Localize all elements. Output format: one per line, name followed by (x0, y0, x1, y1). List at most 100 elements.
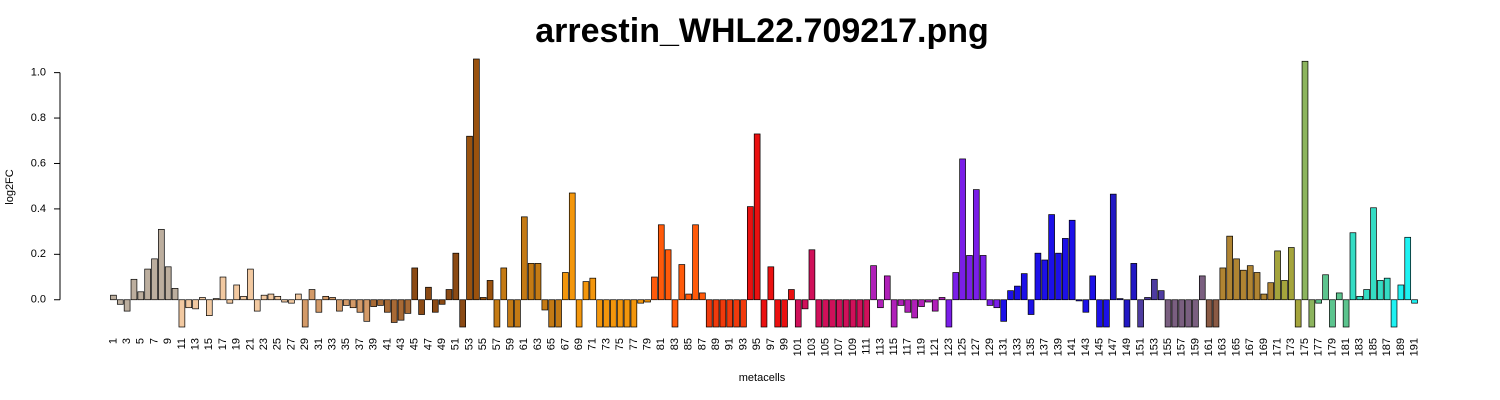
bar (1308, 299, 1316, 328)
bar (1370, 207, 1377, 301)
bar (794, 299, 802, 328)
x-tick-label: 187 (1381, 338, 1393, 356)
x-tick-label: 131 (998, 338, 1010, 356)
bar (226, 299, 234, 304)
x-tick-label: 161 (1203, 338, 1215, 356)
x-tick-label: 151 (1135, 338, 1147, 356)
bar (747, 206, 754, 301)
bar (322, 295, 330, 301)
x-tick-label: 179 (1326, 338, 1338, 356)
bar (952, 272, 960, 301)
bar (130, 278, 138, 301)
bar (1137, 299, 1144, 328)
x-tick-label: 7 (148, 338, 160, 344)
bar (883, 275, 891, 301)
bar (1288, 247, 1295, 301)
bar (815, 299, 823, 328)
x-tick-label: 125 (957, 338, 969, 356)
bar (1014, 285, 1021, 301)
bar (1068, 219, 1076, 301)
x-tick-label: 65 (546, 338, 558, 350)
bar (397, 299, 405, 321)
bar (1048, 214, 1055, 301)
bar (418, 299, 425, 315)
x-tick-label: 89 (710, 338, 722, 350)
bar (610, 299, 617, 328)
y-tick-label: 0.0 (31, 294, 46, 306)
x-tick-label: 107 (833, 338, 845, 356)
x-tick-label: 127 (970, 338, 982, 356)
x-tick-label: 59 (505, 338, 517, 350)
bar (644, 299, 651, 303)
bar (801, 299, 809, 310)
bar (836, 299, 843, 328)
bar (288, 299, 295, 304)
bar (1411, 299, 1418, 304)
x-tick-label: 15 (203, 338, 215, 350)
bar (1356, 295, 1364, 301)
bar (637, 299, 645, 304)
bar (1171, 299, 1179, 328)
bar (473, 58, 480, 301)
x-tick-label: 41 (381, 338, 393, 350)
bar (116, 299, 124, 305)
bar (979, 255, 987, 301)
bar (1130, 263, 1138, 301)
bar (842, 299, 850, 328)
x-tick-label: 149 (1121, 338, 1133, 356)
x-tick-label: 159 (1189, 338, 1201, 356)
bar (918, 299, 925, 307)
bar (1342, 299, 1350, 328)
bar (411, 267, 419, 301)
x-tick-label: 79 (641, 338, 653, 350)
bar (890, 299, 898, 328)
bar (897, 299, 905, 306)
bar (1335, 292, 1343, 301)
x-tick-label: 171 (1272, 338, 1284, 356)
bar (959, 158, 966, 301)
bar (466, 135, 473, 301)
x-tick-label: 45 (409, 338, 421, 350)
y-tick-label: 0.8 (31, 112, 46, 124)
bar (1151, 278, 1158, 301)
bar (781, 299, 788, 328)
x-tick-label: 117 (902, 338, 914, 356)
bar (247, 268, 254, 301)
bar (260, 294, 268, 301)
bar (616, 299, 624, 328)
bar (1383, 277, 1391, 301)
x-tick-label: 31 (313, 338, 325, 350)
bar (377, 299, 384, 306)
x-tick-label: 181 (1340, 338, 1352, 356)
y-tick-label: 0.4 (31, 203, 46, 215)
y-axis-label: log2FC (4, 169, 16, 205)
bar (1000, 299, 1007, 322)
bar (110, 294, 117, 301)
bar (623, 299, 631, 328)
x-tick-label: 103 (806, 338, 818, 356)
bar (1020, 273, 1028, 301)
x-tick-label: 21 (244, 338, 256, 350)
bar (1212, 299, 1220, 328)
bar (1397, 284, 1405, 301)
bar (733, 299, 740, 328)
bar (151, 258, 158, 301)
bar (438, 299, 446, 305)
bar (1294, 299, 1302, 328)
x-tick-label: 81 (655, 338, 667, 350)
x-tick-label: 23 (258, 338, 270, 350)
bar (1240, 269, 1247, 301)
bar (685, 293, 692, 301)
bar (767, 266, 775, 301)
x-tick-label: 111 (861, 338, 873, 355)
bar (1096, 299, 1103, 328)
bar (404, 299, 412, 314)
bar (459, 299, 466, 328)
x-tick-label: 165 (1230, 338, 1242, 356)
x-tick-label: 87 (696, 338, 708, 350)
x-tick-label: 55 (477, 338, 489, 350)
bar (630, 299, 638, 328)
x-tick-label: 101 (792, 338, 804, 356)
x-tick-label: 13 (190, 338, 202, 350)
bar (493, 299, 501, 328)
